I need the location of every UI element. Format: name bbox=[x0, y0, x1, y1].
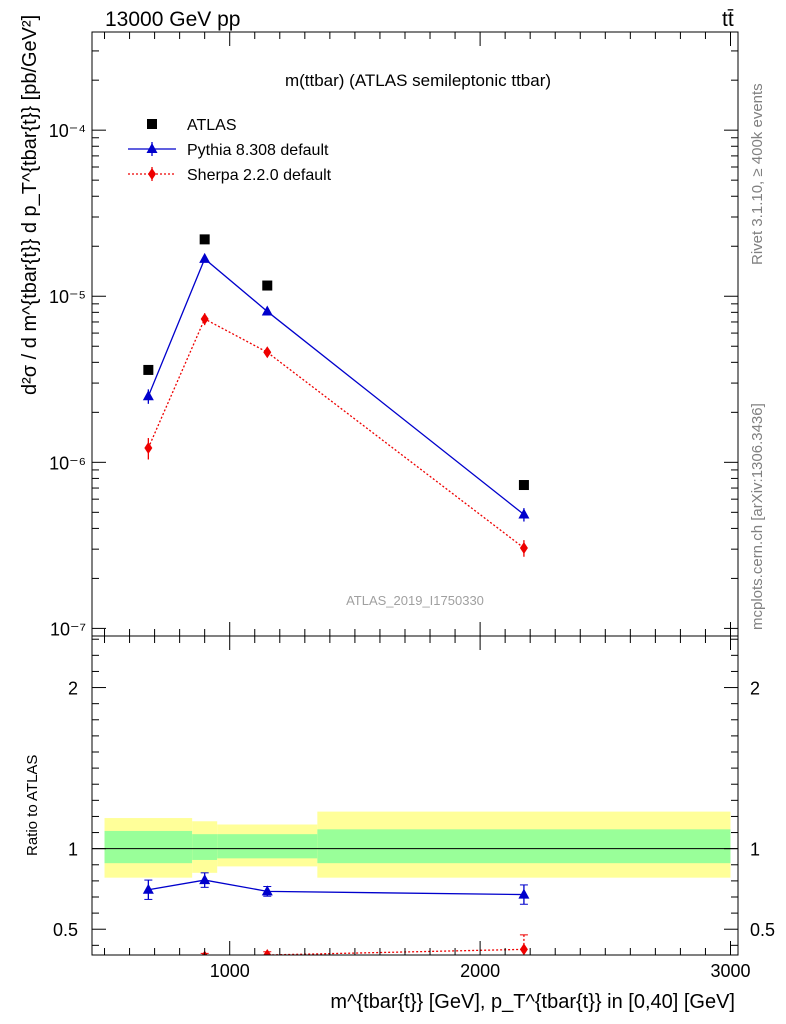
y-axis-label-top: d²σ / d m^{tbar{t}} d p_T^{tbar{t}} [pb/… bbox=[19, 15, 41, 395]
x-tick-label: 1000 bbox=[210, 961, 250, 981]
plot-title: m(ttbar) (ATLAS semileptonic ttbar) bbox=[285, 71, 551, 90]
energy-label: 13000 GeV pp bbox=[105, 8, 240, 31]
x-axis-label: m^{tbar{t}} [GeV], p_T^{tbar{t}} in [0,4… bbox=[330, 991, 735, 1013]
uncertainty-band-inner bbox=[217, 834, 318, 859]
legend-label: ATLAS bbox=[187, 117, 237, 134]
uncertainty-band-inner bbox=[317, 829, 731, 864]
data-point-square bbox=[199, 234, 210, 245]
data-point-diamond bbox=[200, 312, 209, 325]
y-tick-label-ratio: 1 bbox=[68, 840, 78, 860]
data-point-triangle bbox=[199, 252, 211, 263]
y-tick-label-ratio-right: 2 bbox=[750, 679, 760, 699]
data-point-triangle bbox=[146, 143, 158, 153]
data-point-triangle bbox=[518, 888, 530, 899]
y-tick-label-ratio-right: 1 bbox=[750, 840, 760, 860]
data-point-diamond bbox=[148, 168, 156, 180]
data-point-square bbox=[143, 364, 154, 375]
y-tick-label-ratio-right: 0.5 bbox=[750, 920, 775, 940]
y-tick-label-top: 10⁻⁶ bbox=[49, 453, 86, 473]
x-tick-label: 2000 bbox=[460, 961, 500, 981]
x-tick-label: 3000 bbox=[710, 961, 750, 981]
y-axis-label-ratio: Ratio to ATLAS bbox=[24, 755, 41, 856]
y-tick-label-top: 10⁻⁵ bbox=[49, 287, 86, 307]
y-tick-label-top: 10⁻⁷ bbox=[50, 619, 86, 639]
y-tick-label-ratio: 2 bbox=[68, 679, 78, 699]
site-label: mcplots.cern.ch [arXiv:1306.3436] bbox=[749, 403, 766, 630]
legend-label: Sherpa 2.2.0 default bbox=[187, 167, 332, 184]
rivet-label: Rivet 3.1.10, ≥ 400k events bbox=[749, 83, 766, 265]
analysis-watermark: ATLAS_2019_I1750330 bbox=[346, 593, 484, 608]
uncertainty-band-inner bbox=[104, 830, 193, 864]
series-line bbox=[147, 257, 525, 516]
data-point-square bbox=[518, 480, 529, 491]
data-point-diamond bbox=[263, 949, 272, 955]
data-point-square bbox=[262, 280, 273, 291]
bottom-frame bbox=[91, 635, 739, 956]
legend-label: Pythia 8.308 default bbox=[187, 142, 329, 159]
ratio-line bbox=[148, 879, 524, 896]
data-point-triangle bbox=[261, 305, 273, 316]
data-point-diamond bbox=[263, 346, 272, 359]
uncertainty-band-inner bbox=[192, 834, 218, 860]
series-line bbox=[147, 318, 525, 549]
data-point-square bbox=[147, 119, 157, 129]
data-point-diamond bbox=[519, 943, 528, 955]
data-point-diamond bbox=[144, 441, 153, 454]
data-point-triangle bbox=[199, 874, 211, 885]
y-tick-label-top: 10⁻⁴ bbox=[49, 121, 86, 141]
legend: ATLAS Pythia 8.308 default Sherpa 2.2.0 de… bbox=[128, 117, 332, 184]
y-tick-label-ratio: 0.5 bbox=[53, 920, 78, 940]
data-point-triangle bbox=[518, 508, 530, 519]
process-label: tt̄ bbox=[722, 8, 734, 31]
data-point-triangle bbox=[142, 390, 154, 401]
data-point-triangle bbox=[261, 885, 273, 896]
data-point-triangle bbox=[142, 883, 154, 894]
data-point-diamond bbox=[519, 541, 528, 554]
data-point-diamond bbox=[148, 954, 149, 955]
